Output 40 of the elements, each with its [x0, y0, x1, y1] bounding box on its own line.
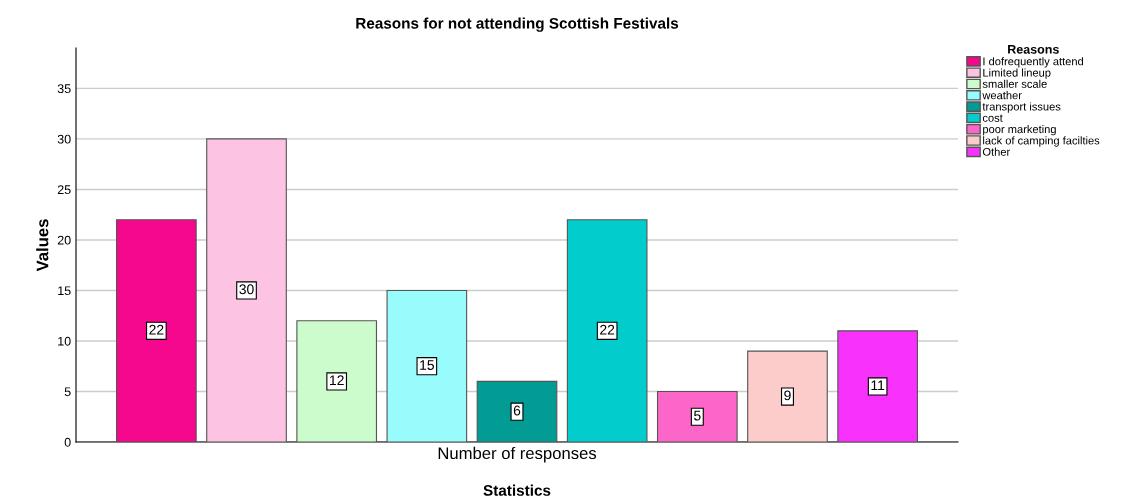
bar	[386, 289, 468, 442]
legend-label: weather	[982, 91, 1022, 100]
x-tick-label: Number of responses	[438, 446, 597, 463]
legend-label: cost	[982, 114, 1003, 122]
data-label: 6	[513, 405, 521, 416]
legend-label: Other	[982, 147, 1011, 156]
y-tick-label: 20	[57, 235, 71, 245]
legend-label: transport issues	[982, 102, 1061, 113]
legend-label: Limited lineup	[983, 68, 1051, 79]
chart-title: Reasons for not attending Scottish Festivals	[356, 17, 679, 32]
bar	[206, 138, 287, 442]
legend-label: I dofrequently attend	[983, 57, 1083, 68]
bar	[656, 390, 738, 442]
y-tick-label: 10	[58, 336, 71, 346]
y-tick-label: 5	[64, 387, 71, 397]
bar	[837, 330, 918, 442]
data-label: 9	[784, 390, 791, 401]
y-tick-label: 15	[58, 286, 71, 296]
y-tick-label: 25	[57, 185, 71, 195]
bar	[566, 219, 648, 442]
data-label: 22	[149, 324, 164, 335]
data-label: 15	[420, 360, 434, 370]
bar	[747, 350, 828, 442]
legend-label: lack of camping facilties	[983, 136, 1100, 147]
bar	[116, 219, 197, 442]
data-label: 11	[871, 380, 885, 391]
data-label: 30	[239, 284, 254, 295]
legend-label: smaller scale	[982, 79, 1047, 88]
y-axis-title: Values	[36, 219, 49, 272]
data-label: 12	[330, 375, 344, 385]
y-tick-label: 0	[64, 437, 71, 447]
data-label: 22	[600, 324, 615, 335]
bar	[476, 380, 558, 442]
legend-title: Reasons	[1008, 45, 1059, 54]
data-label: 5	[694, 410, 701, 421]
legend-label: poor marketing	[983, 125, 1056, 136]
y-tick-label: 35	[57, 84, 71, 94]
y-tick-label: 30	[57, 134, 71, 144]
x-axis-title: Statistics	[483, 484, 551, 496]
bar	[296, 320, 378, 442]
